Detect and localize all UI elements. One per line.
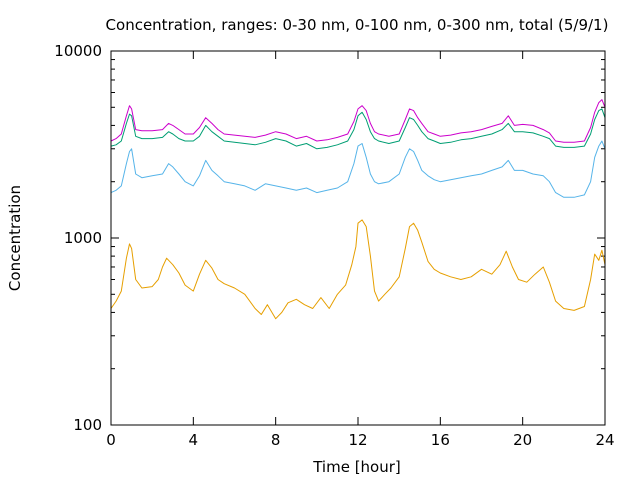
series-line-2: [110, 140, 606, 198]
tick-labels: 0 4 8 12 16 20 24 100 1000 10000: [54, 42, 614, 449]
y-tick-label: 1000: [64, 229, 102, 247]
x-tick-label: 16: [431, 431, 450, 449]
x-tick-label: 8: [271, 431, 281, 449]
series-line-3: [110, 108, 606, 150]
chart-title: Concentration, ranges: 0-30 nm, 0-100 nm…: [106, 16, 609, 34]
y-tick-label: 10000: [54, 42, 102, 60]
series-line-1: [110, 219, 606, 320]
x-tick-label: 12: [348, 431, 367, 449]
x-tick-label: 0: [106, 431, 116, 449]
series-group: [110, 99, 606, 320]
x-tick-label: 4: [189, 431, 199, 449]
y-axis-label: Concentration: [6, 185, 24, 291]
series-line-4: [110, 99, 606, 143]
y-tick-label: 100: [73, 416, 102, 434]
x-tick-label: 20: [513, 431, 532, 449]
plot-frame: [110, 50, 606, 426]
x-tick-label: 24: [595, 431, 614, 449]
x-axis-label: Time [hour]: [312, 458, 401, 476]
